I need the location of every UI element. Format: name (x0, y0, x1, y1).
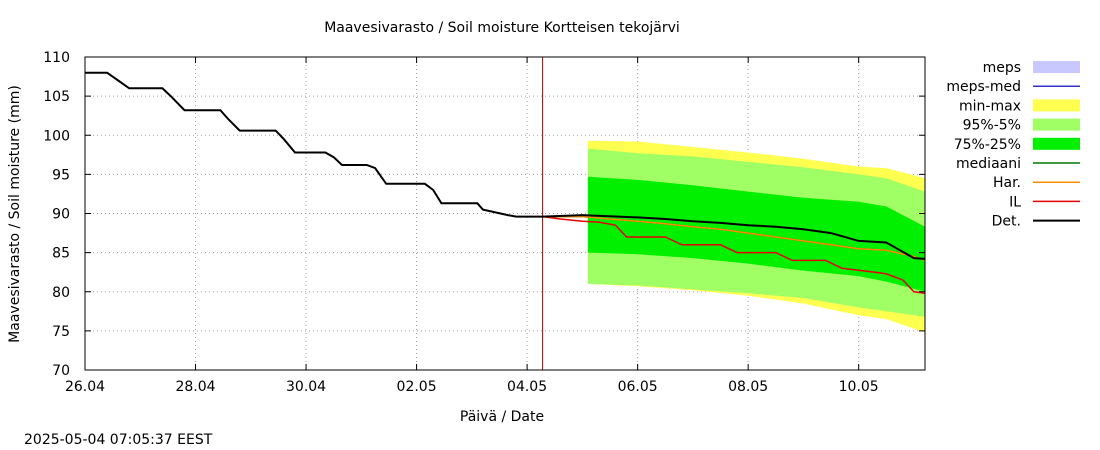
y-tick-label: 80 (52, 285, 70, 301)
y-tick-label: 105 (43, 89, 70, 105)
y-tick-label: 100 (43, 128, 70, 144)
legend-swatch (1033, 61, 1080, 73)
legend-label: min-max (959, 98, 1021, 114)
x-tick-label: 06.05 (618, 379, 658, 395)
legend-swatch (1033, 137, 1080, 150)
y-tick-label: 75 (52, 324, 70, 340)
y-tick-label: 85 (52, 246, 70, 262)
chart-title: Maavesivarasto / Soil moisture Kortteise… (324, 20, 680, 36)
series-line-Det. (85, 71, 926, 260)
legend-label: meps-med (946, 79, 1021, 95)
series-line-IL (542, 215, 926, 295)
x-axis-label: Päivä / Date (460, 409, 544, 425)
x-tick-label: 28.04 (175, 379, 215, 395)
legend-label: Har. (993, 175, 1021, 191)
legend-label: meps (983, 60, 1021, 76)
x-tick-label: 26.04 (65, 379, 105, 395)
legend-label: 75%-25% (954, 137, 1021, 153)
x-tick-label: 08.05 (728, 379, 768, 395)
series-line-Har. (542, 215, 926, 262)
legend-swatch (1033, 118, 1080, 131)
y-tick-label: 95 (52, 167, 70, 183)
y-tick-label: 110 (43, 50, 70, 66)
x-tick-label: 02.05 (397, 379, 437, 395)
legend-swatch (1033, 99, 1080, 112)
legend-label: 95%-5% (963, 118, 1021, 134)
plot-area: 70 75 80 85 90 95 100 105 110 26.04 28.04 30.04 02.0… (43, 50, 926, 395)
y-axis-label: Maavesivarasto / Soil moisture (mm) (7, 85, 23, 343)
legend-label: mediaani (956, 156, 1021, 172)
timestamp: 2025-05-04 07:05:37 EEST (24, 432, 213, 448)
legend-label: Det. (992, 214, 1021, 230)
y-tick-label: 70 (52, 363, 70, 379)
x-tick-label: 10.05 (839, 379, 879, 395)
y-tick-label: 90 (52, 207, 70, 223)
x-tick-label: 30.04 (286, 379, 326, 395)
legend-label: IL (1009, 194, 1021, 210)
x-tick-label: 04.05 (507, 379, 547, 395)
legend: meps meps-med min-max 95%-5% 75%-25% mediaani… (946, 60, 1080, 230)
